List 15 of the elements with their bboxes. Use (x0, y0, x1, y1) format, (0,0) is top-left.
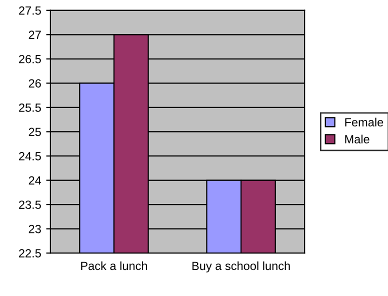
legend-label: Female (345, 118, 384, 126)
y-tick-label: 23.5 (19, 200, 41, 209)
y-tick-label: 27.5 (19, 6, 41, 15)
y-tick-label: 25 (28, 128, 41, 136)
y-tick-label: 23 (28, 224, 41, 234)
y-tick-label: 24 (28, 176, 42, 185)
legend-label: Male (345, 134, 370, 144)
y-tick-label: 22.5 (19, 249, 41, 258)
y-tick-label: 27 (28, 30, 41, 39)
y-tick-label: 26 (28, 79, 41, 88)
x-tick-label: Pack a lunch (81, 261, 148, 270)
x-tick-label: Buy a school lunch (192, 261, 290, 272)
y-tick-label: 25.5 (19, 103, 41, 112)
y-tick-label: 26.5 (19, 54, 41, 64)
y-tick-label: 24.5 (19, 152, 41, 160)
